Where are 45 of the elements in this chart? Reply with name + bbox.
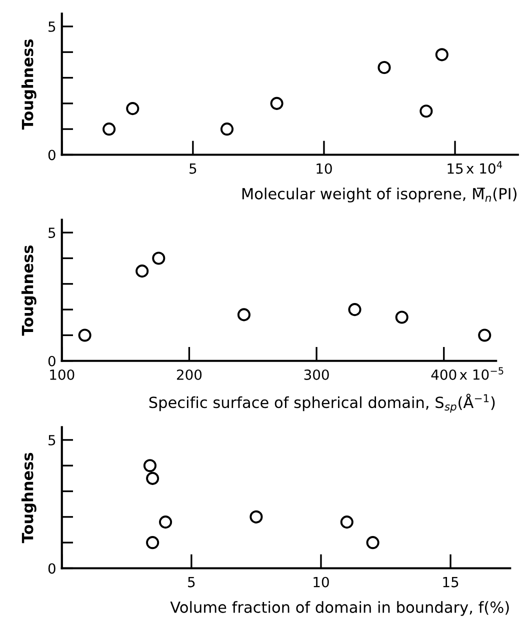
point (378, 60, 391, 74)
x-axis-title: Molecular weight of isoprene, M̅$_{n}$(PI) (242, 188, 516, 202)
point (340, 516, 354, 529)
point (348, 303, 362, 316)
point (366, 536, 380, 550)
text: x 10$^{−5}$ (460, 367, 504, 380)
y-axis-title: Toughness (21, 246, 36, 336)
point (220, 122, 234, 136)
y-tick-label: 0 (48, 356, 56, 366)
point (102, 122, 116, 136)
x-tick-label: 100 (50, 369, 74, 380)
text: x 10$^{4}$ (466, 161, 502, 174)
x-tick-label: 10 (314, 576, 329, 588)
point (250, 510, 263, 524)
y-axis-title: Toughness (21, 39, 36, 130)
point (420, 104, 433, 118)
x-tick-label: 300 (304, 369, 329, 380)
y-tick-label: 0 (48, 563, 56, 574)
x-tick-label: 10 (316, 163, 332, 174)
y-tick-label: 5 (48, 228, 56, 238)
x-tick-label: 200 (176, 369, 202, 380)
point (478, 328, 492, 342)
point (152, 252, 166, 265)
point (126, 102, 140, 116)
point (78, 328, 92, 342)
y-tick-label: 5 (48, 435, 56, 446)
point (146, 472, 160, 485)
x-tick-label: 15 (448, 164, 463, 174)
point (395, 310, 408, 324)
y-axis-title: Toughness (21, 452, 36, 544)
point (146, 536, 160, 550)
y-tick-label: 0 (48, 150, 56, 160)
x-axis-title: Volume fraction of domain in boundary, f(%) (170, 601, 509, 616)
point (158, 516, 172, 529)
point (237, 308, 250, 322)
x-tick-label: 15 (443, 577, 458, 588)
x-tick-label: 5 (188, 577, 195, 588)
x-tick-label: 5 (190, 164, 196, 174)
point (143, 459, 157, 472)
point (270, 96, 284, 110)
point (435, 48, 448, 62)
point (136, 264, 149, 278)
x-axis-title: Specific surface of spherical domain, S$_{sp}$(Å$^{−1}$) (149, 394, 495, 413)
y-tick-label: 5 (48, 22, 56, 32)
x-tick-label: 400 (431, 369, 456, 380)
